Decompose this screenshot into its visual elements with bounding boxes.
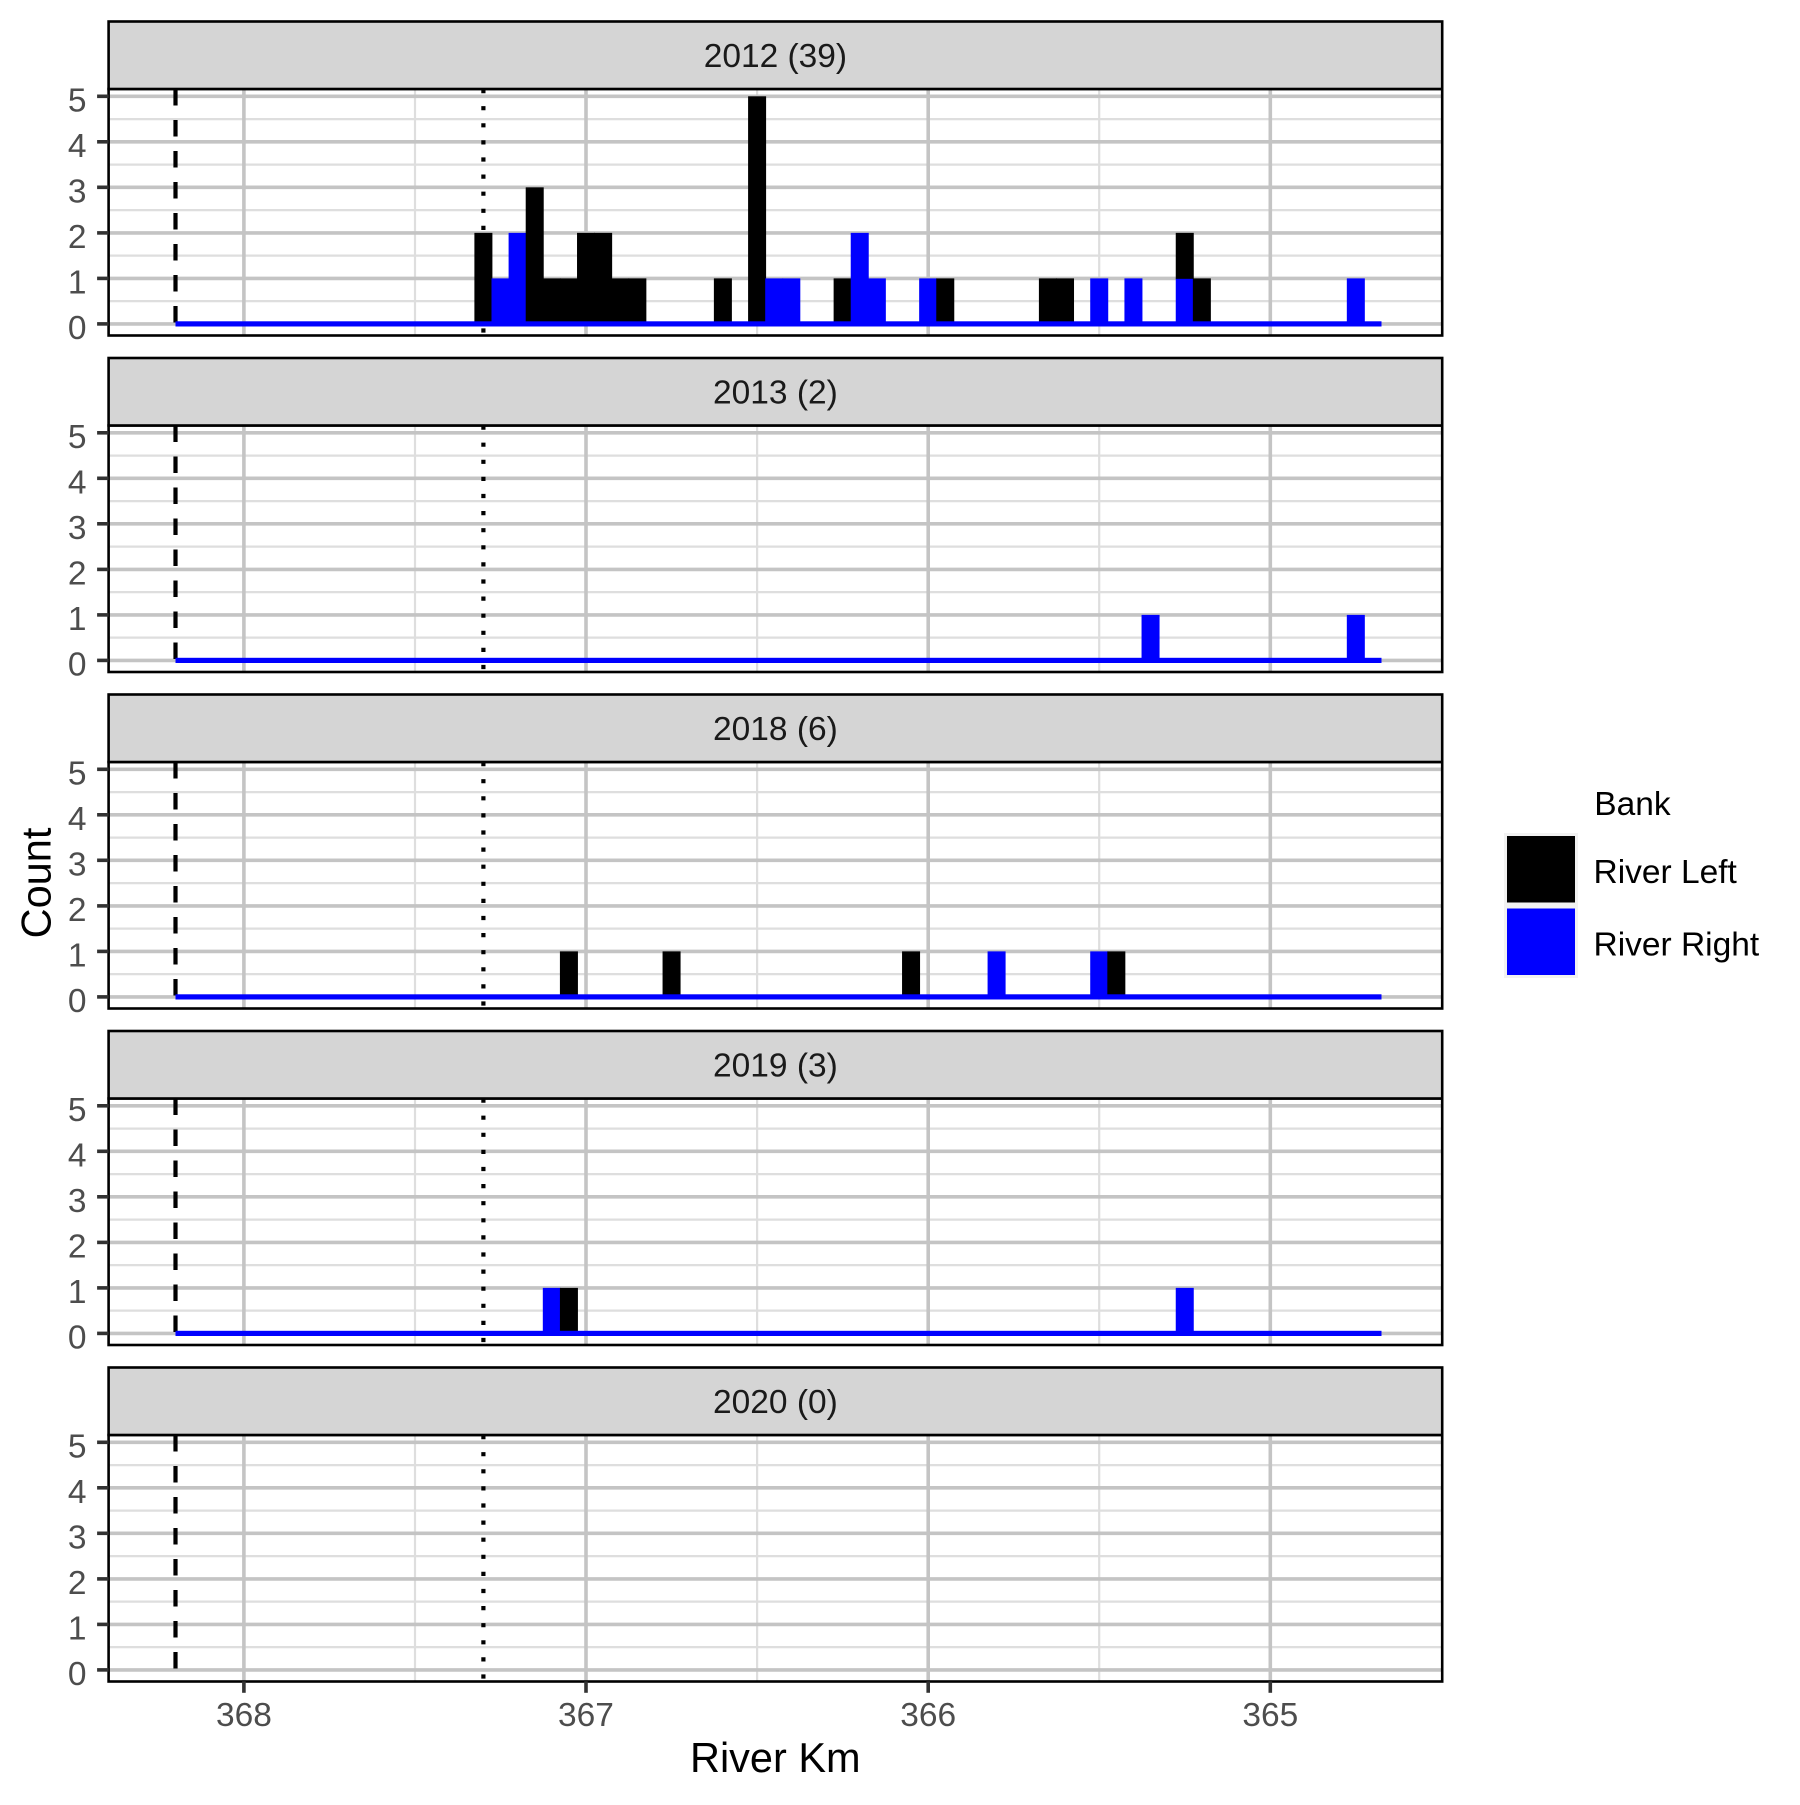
svg-text:1: 1	[68, 1274, 87, 1311]
svg-text:4: 4	[68, 1474, 87, 1511]
svg-text:2019 (3): 2019 (3)	[713, 1048, 838, 1085]
svg-text:2: 2	[68, 892, 87, 929]
svg-text:2013 (2): 2013 (2)	[713, 375, 838, 412]
svg-text:2012 (39): 2012 (39)	[704, 38, 847, 75]
svg-text:3: 3	[68, 1183, 87, 1220]
svg-text:0: 0	[68, 1656, 87, 1693]
svg-text:366: 366	[900, 1697, 956, 1734]
svg-text:5: 5	[68, 419, 87, 456]
svg-text:2: 2	[68, 1565, 87, 1602]
svg-text:4: 4	[68, 801, 87, 838]
svg-text:1: 1	[68, 601, 87, 638]
svg-text:River Right: River Right	[1594, 927, 1760, 964]
svg-text:5: 5	[68, 1428, 87, 1465]
svg-text:367: 367	[558, 1697, 614, 1734]
svg-text:River Km: River Km	[690, 1734, 861, 1781]
svg-text:Count: Count	[13, 827, 60, 938]
svg-text:4: 4	[68, 1137, 87, 1174]
svg-text:0: 0	[68, 983, 87, 1020]
svg-text:3: 3	[68, 173, 87, 210]
svg-text:2020 (0): 2020 (0)	[713, 1384, 838, 1421]
svg-text:3: 3	[68, 510, 87, 547]
svg-text:1: 1	[68, 264, 87, 301]
svg-text:2: 2	[68, 555, 87, 592]
svg-text:1: 1	[68, 937, 87, 974]
svg-text:3: 3	[68, 846, 87, 883]
svg-text:3: 3	[68, 1519, 87, 1556]
svg-text:2: 2	[68, 1228, 87, 1265]
svg-text:365: 365	[1242, 1697, 1298, 1734]
svg-text:0: 0	[68, 310, 87, 347]
svg-text:4: 4	[68, 464, 87, 501]
svg-text:0: 0	[68, 646, 87, 683]
svg-text:5: 5	[68, 82, 87, 119]
svg-text:Bank: Bank	[1594, 786, 1671, 823]
svg-text:1: 1	[68, 1610, 87, 1647]
svg-text:5: 5	[68, 755, 87, 792]
svg-text:5: 5	[68, 1092, 87, 1129]
svg-text:0: 0	[68, 1319, 87, 1356]
svg-text:368: 368	[216, 1697, 272, 1734]
svg-text:2018 (6): 2018 (6)	[713, 711, 838, 748]
svg-text:River Left: River Left	[1594, 854, 1738, 891]
svg-text:4: 4	[68, 128, 87, 165]
svg-text:2: 2	[68, 219, 87, 256]
